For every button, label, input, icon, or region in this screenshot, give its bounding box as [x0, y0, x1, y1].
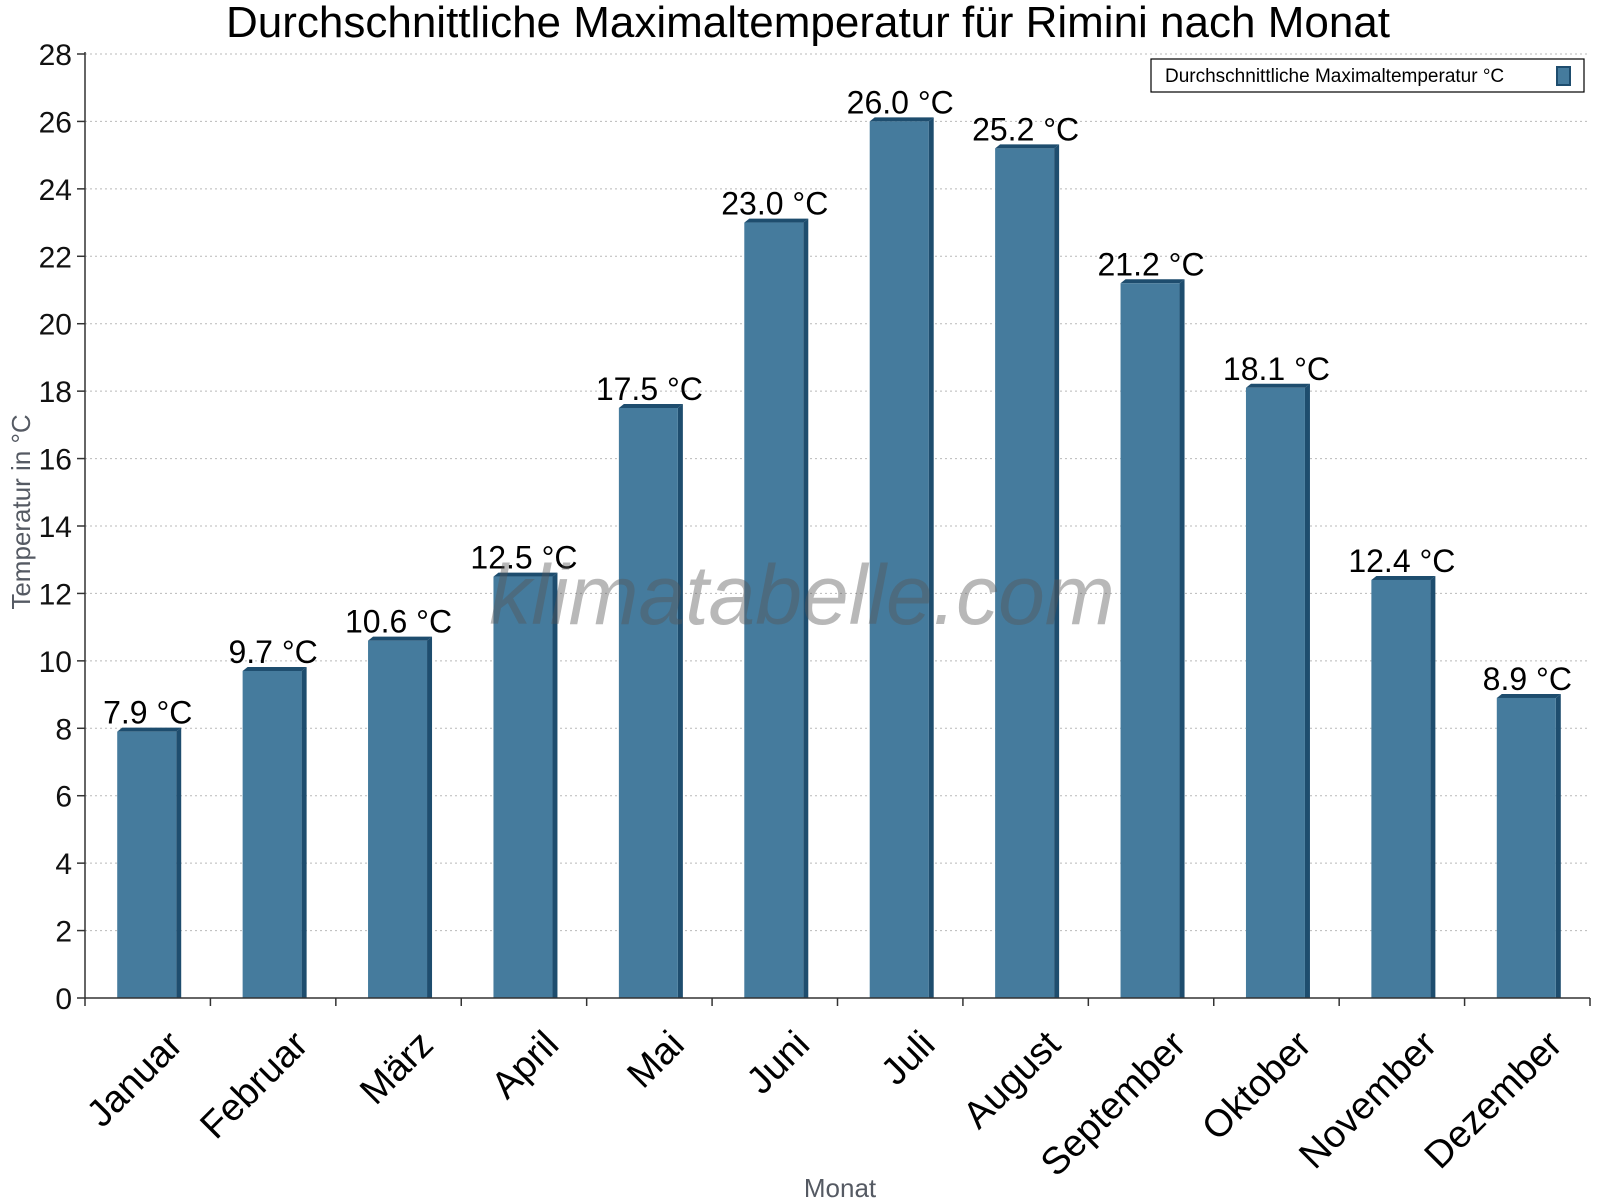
y-tick-label: 12 [39, 578, 72, 611]
y-tick-label: 26 [39, 106, 72, 139]
bar-side [803, 218, 809, 999]
bar [1371, 579, 1431, 998]
bar [493, 576, 553, 998]
bar-top [869, 117, 934, 122]
data-label: 25.2 °C [972, 111, 1079, 147]
bar-side [1054, 144, 1060, 998]
bar-side [1304, 383, 1310, 998]
bar-side [1179, 279, 1185, 998]
bar-top [744, 218, 809, 223]
data-label: 9.7 °C [228, 634, 317, 670]
bar-top [1120, 279, 1185, 284]
bar-top [618, 404, 683, 408]
data-label: 23.0 °C [721, 186, 828, 222]
bar [995, 148, 1055, 998]
bar-top [117, 727, 182, 732]
bar-side [301, 666, 307, 998]
bar [1496, 697, 1556, 998]
bar-side [1430, 575, 1436, 998]
x-tick-label: Mai [620, 1023, 693, 1096]
bar-side [427, 636, 433, 998]
legend: Durchschnittliche Maximaltemperatur °C [1150, 58, 1585, 93]
y-tick-label: 4 [55, 848, 72, 881]
y-tick-label: 10 [39, 646, 72, 679]
legend-series-label: Durchschnittliche Maximaltemperatur °C [1165, 66, 1504, 87]
data-label: 12.5 °C [470, 540, 577, 576]
x-tick-label: Dezember [1417, 1023, 1571, 1177]
bar [744, 222, 804, 999]
bar-top [995, 144, 1060, 149]
x-tick-label: Februar [193, 1023, 317, 1147]
x-tick-label: Oktober [1194, 1023, 1320, 1149]
bar-side [176, 727, 182, 998]
y-tick-label: 24 [39, 174, 72, 207]
data-label: 21.2 °C [1098, 246, 1205, 282]
y-tick-label: 0 [55, 983, 72, 1016]
y-tick-label: 6 [55, 781, 72, 814]
x-tick-label: Januar [79, 1023, 191, 1135]
bar-top [1245, 383, 1310, 388]
y-tick-label: 2 [55, 916, 72, 949]
watermark: klimatabelle.com [489, 548, 1115, 642]
y-tick-label: 18 [39, 376, 72, 409]
x-tick-label: Juni [739, 1023, 818, 1102]
y-tick-label: 22 [39, 241, 72, 274]
y-tick-label: 8 [55, 713, 72, 746]
x-tick-label: April [484, 1023, 567, 1106]
data-label: 12.4 °C [1348, 543, 1455, 579]
bar [869, 121, 929, 998]
bar-top [242, 666, 307, 671]
y-tick-label: 16 [39, 444, 72, 477]
data-labels: 7.9 °C 9.7 °C 10.6 °C 12.5 °C 17.5 °C 23.0 °C… [103, 84, 1572, 730]
bar [117, 731, 177, 998]
bar [368, 640, 428, 998]
bar [1245, 387, 1305, 998]
bar [1120, 283, 1180, 998]
x-tick-label: August [955, 1023, 1069, 1137]
data-label: 18.1 °C [1223, 351, 1330, 387]
data-label: 8.9 °C [1483, 661, 1572, 697]
bar-top [1496, 693, 1561, 698]
bar-top [368, 636, 433, 641]
bar-top [1371, 575, 1436, 580]
data-label: 7.9 °C [103, 695, 192, 731]
legend-swatch [1556, 66, 1571, 86]
y-tick-label: 14 [39, 511, 72, 544]
legend-box [1150, 58, 1585, 93]
x-tick-label: Juli [873, 1023, 943, 1093]
x-tick-label: März [352, 1023, 441, 1112]
data-label: 26.0 °C [847, 84, 954, 120]
bar-side [552, 572, 558, 998]
chart-title: Durchschnittliche Maximaltemperatur für … [226, 0, 1390, 47]
bar [618, 408, 678, 998]
bars [117, 117, 1561, 999]
bar [242, 670, 302, 998]
y-axis-title: Temperatur in °C [6, 414, 36, 609]
bar-top [493, 572, 558, 577]
bar-side [1555, 693, 1561, 998]
x-axis-title: Monat [804, 1173, 877, 1200]
data-label: 10.6 °C [345, 604, 452, 640]
y-tick-label: 20 [39, 309, 72, 342]
bar-side [677, 404, 683, 998]
grid-lines [85, 53, 1590, 932]
y-tick-label: 28 [39, 39, 72, 72]
bar-side [928, 117, 934, 998]
data-label: 17.5 °C [596, 371, 703, 407]
